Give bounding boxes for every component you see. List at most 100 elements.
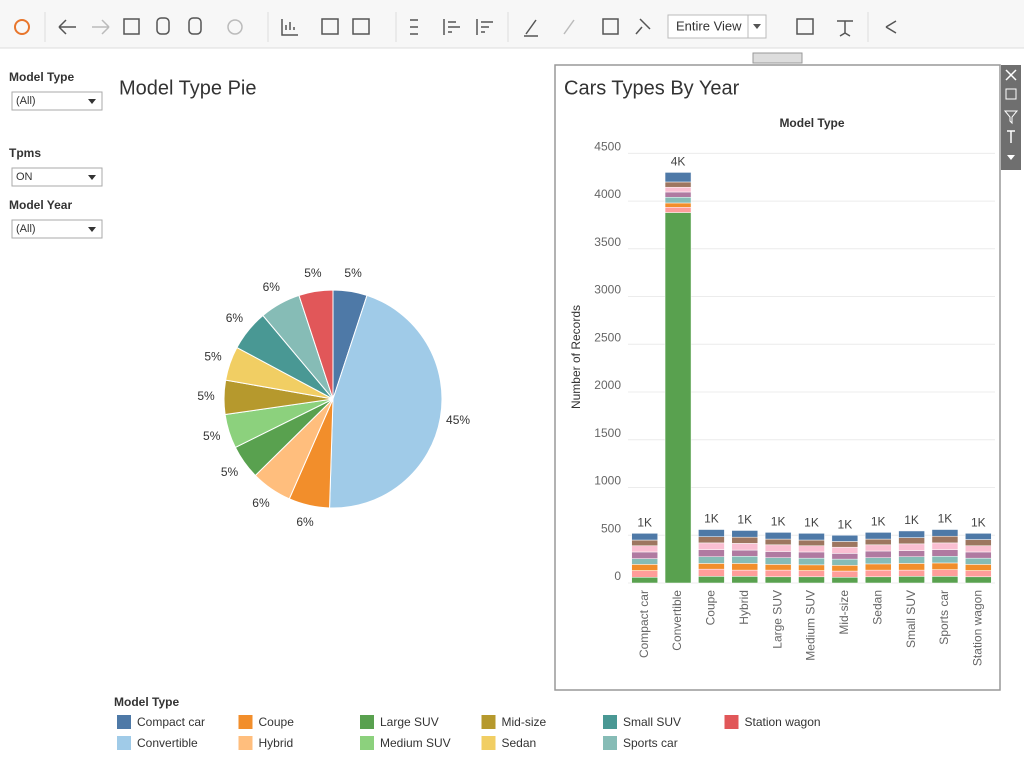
show-me-icon[interactable]: [796, 18, 814, 35]
y-axis-label: Number of Records: [569, 305, 583, 409]
bar-segment: [798, 533, 825, 541]
forward-icon[interactable]: [92, 19, 110, 35]
pie-label: 6%: [296, 515, 314, 529]
legend-label: Station wagon: [745, 715, 821, 729]
remove-icon[interactable]: [1005, 69, 1017, 81]
bar-total-label: 1K: [838, 517, 853, 531]
bar-segment: [764, 544, 792, 552]
dropdown-arrow: [88, 99, 96, 104]
x-tick-label: Compact car: [637, 590, 651, 658]
bar-segment: [764, 564, 792, 571]
toolbar-icons: [14, 12, 897, 42]
bar-total-label: 1K: [871, 515, 886, 529]
bar-segment: [931, 576, 959, 584]
bar-segment: [965, 576, 992, 584]
filter-dropdown[interactable]: [11, 91, 103, 111]
data-icon[interactable]: [156, 17, 170, 35]
refresh-icon[interactable]: [227, 19, 243, 35]
pie-label: 5%: [221, 465, 239, 479]
bar-segment: [898, 550, 925, 557]
pie-label: 6%: [263, 280, 281, 294]
bar-segment: [931, 569, 959, 577]
filter-value: ON: [16, 171, 33, 183]
legend-swatch: [603, 715, 617, 729]
filter-label: Model Type: [9, 70, 74, 84]
filter-dropdown[interactable]: [11, 167, 103, 187]
save-icon[interactable]: [123, 18, 140, 35]
legend-swatch: [360, 715, 374, 729]
y-tick-label: 1500: [594, 426, 621, 440]
bar-segment: [798, 545, 825, 553]
text-icon[interactable]: [602, 18, 619, 35]
back-icon[interactable]: [58, 19, 76, 35]
bar-total-label: 1K: [737, 513, 752, 527]
x-tick-label: Medium SUV: [804, 590, 818, 661]
pie-label: 5%: [197, 389, 215, 403]
view-select[interactable]: [667, 14, 767, 39]
bar-segment: [664, 212, 692, 584]
attach-icon[interactable]: [563, 19, 575, 35]
panel-grip[interactable]: [752, 52, 803, 64]
bar-segment: [831, 546, 859, 554]
filter-value: (All): [16, 95, 36, 107]
pin-icon[interactable]: [1007, 130, 1015, 143]
filter-dropdown[interactable]: [11, 219, 103, 239]
x-tick-label: Convertible: [670, 590, 684, 651]
view-select-arrow: [753, 24, 761, 29]
pin-icon[interactable]: [635, 18, 651, 35]
bar-segment: [864, 569, 892, 578]
bar-segment: [864, 538, 892, 546]
legend-swatch: [481, 736, 496, 750]
go-to-sheet-icon[interactable]: [1005, 88, 1017, 100]
bar-total-label: 1K: [971, 516, 986, 530]
column-header: Model Type: [779, 116, 844, 130]
sort-desc-icon[interactable]: [476, 19, 493, 35]
clear-icon[interactable]: [352, 18, 370, 35]
bar-segment: [965, 545, 992, 553]
bar-segment: [764, 576, 792, 584]
pause-icon[interactable]: [188, 17, 202, 35]
logo-icon[interactable]: [14, 19, 30, 35]
bar-segment: [831, 535, 859, 542]
bar-segment: [731, 549, 759, 557]
bar-segment: [831, 570, 859, 578]
bar-segment: [764, 569, 792, 578]
legend-title: Model Type: [114, 695, 179, 709]
pie-slice: [329, 294, 443, 509]
bar-segment: [798, 570, 825, 578]
more-icon[interactable]: [1007, 155, 1015, 160]
pie-label: 45%: [446, 413, 470, 427]
dropdown-arrow: [88, 227, 96, 232]
pie-label: 5%: [304, 266, 322, 280]
share-icon[interactable]: [885, 20, 897, 34]
duplicate-icon[interactable]: [321, 18, 339, 35]
swap-icon[interactable]: [410, 19, 418, 35]
legend-swatch: [603, 736, 617, 750]
pie-label: 5%: [204, 350, 222, 364]
bar-segment: [898, 530, 925, 538]
bar-segment: [731, 569, 759, 577]
x-tick-label: Sports car: [937, 590, 951, 645]
filter-value: (All): [16, 223, 36, 235]
bar-total-label: 1K: [771, 515, 786, 529]
legend-label: Coupe: [259, 715, 295, 729]
bar-segment: [965, 564, 992, 571]
highlight-icon[interactable]: [524, 19, 538, 37]
chart-panel: [554, 64, 1001, 691]
legend-label: Hybrid: [259, 736, 294, 750]
bar-segment: [798, 576, 825, 584]
bar-segment: [631, 564, 658, 571]
filter-icon[interactable]: [1003, 110, 1019, 125]
sort-asc-icon[interactable]: [443, 19, 460, 35]
legend-swatch: [724, 715, 739, 729]
legend-swatch: [117, 715, 131, 729]
presentation-icon[interactable]: [837, 20, 853, 37]
bar-segment: [864, 550, 892, 558]
new-sheet-icon[interactable]: [281, 19, 298, 36]
bar-segment: [931, 562, 959, 570]
filter-label: Tpms: [9, 146, 41, 160]
y-tick-label: 3000: [594, 283, 621, 297]
chart-title: Cars Types By Year: [564, 77, 740, 99]
bar-segment: [664, 172, 692, 183]
bar-segment: [898, 556, 925, 564]
